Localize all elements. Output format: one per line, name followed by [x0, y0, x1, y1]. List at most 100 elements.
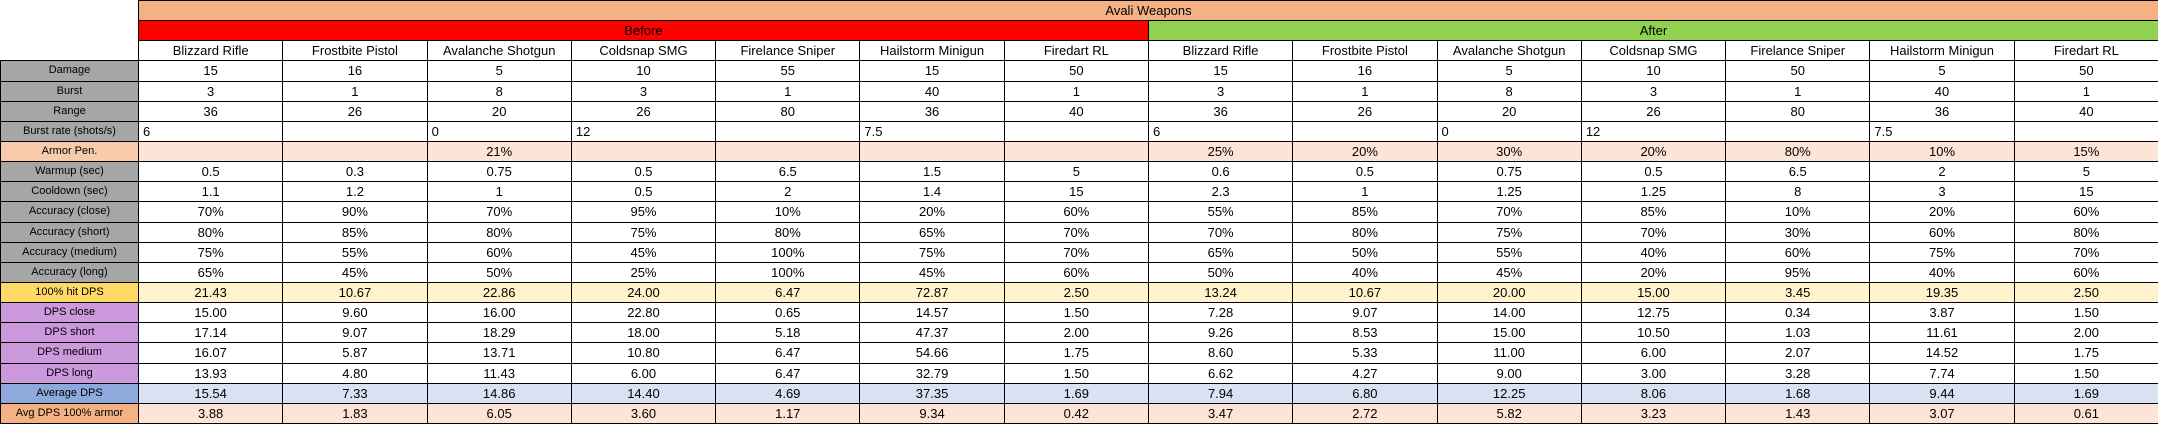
data-row: Accuracy (long) 65% 45% 50% 25% 100% 45% 60% 50%…: [0, 261, 2158, 283]
cell: 1: [715, 80, 861, 102]
cell: 45%: [282, 261, 428, 283]
cell: 50: [2013, 60, 2158, 82]
cell: 1.75: [1003, 342, 1149, 364]
data-row: Accuracy (short) 80% 85% 80% 75% 80% 65% 70% 70%…: [0, 221, 2158, 243]
row-label: DPS long: [0, 362, 139, 384]
cell: 10.50: [1580, 322, 1727, 344]
column-header: Firedart RL: [2013, 40, 2158, 62]
cell: 6.62: [1147, 362, 1294, 384]
cell: 2: [715, 181, 861, 203]
cell: 2.50: [2013, 281, 2158, 304]
cell: 8: [426, 80, 572, 102]
cell: 40: [2013, 100, 2158, 122]
cell: 90%: [282, 201, 428, 223]
cell: 14.40: [570, 382, 717, 404]
cell: [715, 120, 861, 142]
title-row: Avali Weapons: [0, 0, 2158, 61]
cell: 60%: [1003, 201, 1149, 223]
cell: 21%: [426, 140, 572, 163]
cell: 1: [426, 181, 572, 203]
row-label: Warmup (sec): [0, 161, 139, 183]
cell: 70%: [1003, 221, 1149, 243]
cell: 0.5: [1580, 161, 1727, 183]
cell: [2013, 120, 2158, 142]
cell: 20%: [1580, 261, 1727, 283]
cell: 20.00: [1436, 281, 1582, 304]
cell: 45%: [1436, 261, 1582, 283]
cell: 4.27: [1292, 362, 1438, 384]
cell: 1: [1292, 181, 1438, 203]
cell: 85%: [282, 221, 428, 243]
cell: 11.61: [1869, 322, 2015, 344]
cell: 40: [1003, 100, 1149, 122]
cell: 75%: [570, 221, 717, 243]
cell: 7.5: [1869, 120, 2015, 142]
cell: 50: [1003, 60, 1149, 82]
cell: 5.33: [1292, 342, 1438, 364]
cell: 75%: [137, 241, 284, 263]
cell: 75%: [1436, 221, 1582, 243]
cell: 1: [282, 80, 428, 102]
cell: 40%: [1292, 261, 1438, 283]
cell: [715, 140, 861, 163]
cell: [1725, 120, 1871, 142]
cell: 22.80: [570, 302, 717, 324]
cell: 12.75: [1580, 302, 1727, 324]
cell: 1.69: [2013, 382, 2158, 404]
cell: 12: [1580, 120, 1727, 142]
cell: 75%: [859, 241, 1005, 263]
cell: 0.5: [137, 161, 284, 183]
cell: 1.69: [1003, 382, 1149, 404]
cell: 6.47: [715, 281, 861, 304]
cell: 36: [859, 100, 1005, 122]
cell: [1292, 120, 1438, 142]
data-row: DPS close 15.00 9.60 16.00 22.80 0.65 14.57 1.5…: [0, 302, 2158, 324]
cell: 2.50: [1003, 281, 1149, 304]
cell: 2: [1869, 161, 2015, 183]
cell: 18.00: [570, 322, 717, 344]
cell: 20%: [1580, 140, 1727, 163]
row-label: Burst rate (shots/s): [0, 120, 139, 142]
cell: 25%: [570, 261, 717, 283]
column-row: Blizzard Rifle Frostbite Pistol Avalanche …: [1, 40, 2158, 62]
cell: 65%: [859, 221, 1005, 243]
cell: 3.87: [1869, 302, 2015, 324]
cell: 40%: [1580, 241, 1727, 263]
cell: 9.07: [282, 322, 428, 344]
column-header: Firelance Sniper: [715, 40, 861, 62]
cell: 19.35: [1869, 281, 2015, 304]
cell: 36: [1147, 100, 1294, 122]
cell: [1003, 120, 1149, 142]
cell: 30%: [1436, 140, 1582, 163]
cell: 1.50: [1003, 362, 1149, 384]
cell: 0.3: [282, 161, 428, 183]
cell: [282, 140, 428, 163]
cell: 14.86: [426, 382, 572, 404]
data-row: DPS medium 16.07 5.87 13.71 10.80 6.47 54.66 1.…: [0, 342, 2158, 364]
cell: 8: [1725, 181, 1871, 203]
cell: 80%: [2013, 221, 2158, 243]
column-header: Frostbite Pistol: [1292, 40, 1438, 62]
cell: 10%: [1869, 140, 2015, 163]
cell: 9.60: [282, 302, 428, 324]
cell: 9.44: [1869, 382, 2015, 404]
cell: 0.5: [570, 161, 717, 183]
cell: 20%: [1869, 201, 2015, 223]
cell: 0.61: [2013, 402, 2158, 425]
cell: 55: [715, 60, 861, 82]
cell: 0.75: [1436, 161, 1582, 183]
cell: 20%: [859, 201, 1005, 223]
column-header: Frostbite Pistol: [282, 40, 428, 62]
cell: 15%: [2013, 140, 2158, 163]
cell: 7.33: [282, 382, 428, 404]
cell: 7.5: [859, 120, 1005, 142]
cell: 0.5: [1292, 161, 1438, 183]
cell: 15.00: [1580, 281, 1727, 304]
cell: 60%: [1725, 241, 1871, 263]
cell: 20: [1436, 100, 1582, 122]
cell: 0: [426, 120, 572, 142]
row-label: Average DPS: [0, 382, 139, 404]
table-title: Avali Weapons: [137, 0, 2158, 22]
